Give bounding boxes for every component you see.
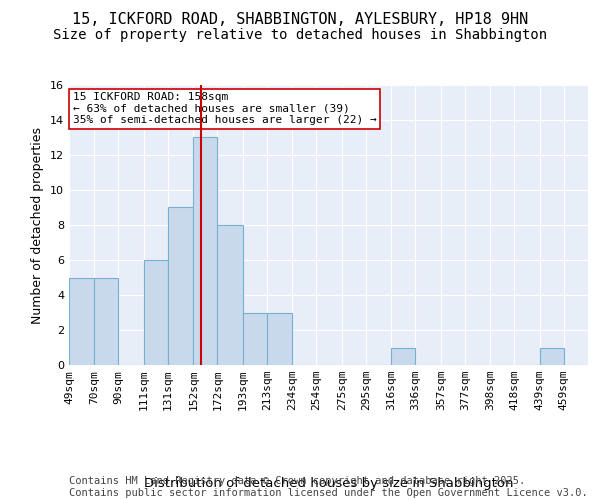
- Text: Contains HM Land Registry data © Crown copyright and database right 2025.
Contai: Contains HM Land Registry data © Crown c…: [69, 476, 588, 498]
- Bar: [69, 278, 94, 365]
- Bar: [168, 208, 193, 365]
- Text: 15, ICKFORD ROAD, SHABBINGTON, AYLESBURY, HP18 9HN: 15, ICKFORD ROAD, SHABBINGTON, AYLESBURY…: [72, 12, 528, 28]
- Bar: [243, 312, 267, 365]
- Bar: [94, 278, 118, 365]
- X-axis label: Distribution of detached houses by size in Shabbington: Distribution of detached houses by size …: [144, 477, 513, 490]
- Bar: [193, 138, 217, 365]
- Bar: [391, 348, 415, 365]
- Text: 15 ICKFORD ROAD: 158sqm
← 63% of detached houses are smaller (39)
35% of semi-de: 15 ICKFORD ROAD: 158sqm ← 63% of detache…: [73, 92, 376, 125]
- Text: Size of property relative to detached houses in Shabbington: Size of property relative to detached ho…: [53, 28, 547, 42]
- Bar: [144, 260, 168, 365]
- Y-axis label: Number of detached properties: Number of detached properties: [31, 126, 44, 324]
- Bar: [540, 348, 564, 365]
- Bar: [217, 225, 243, 365]
- Bar: [267, 312, 292, 365]
